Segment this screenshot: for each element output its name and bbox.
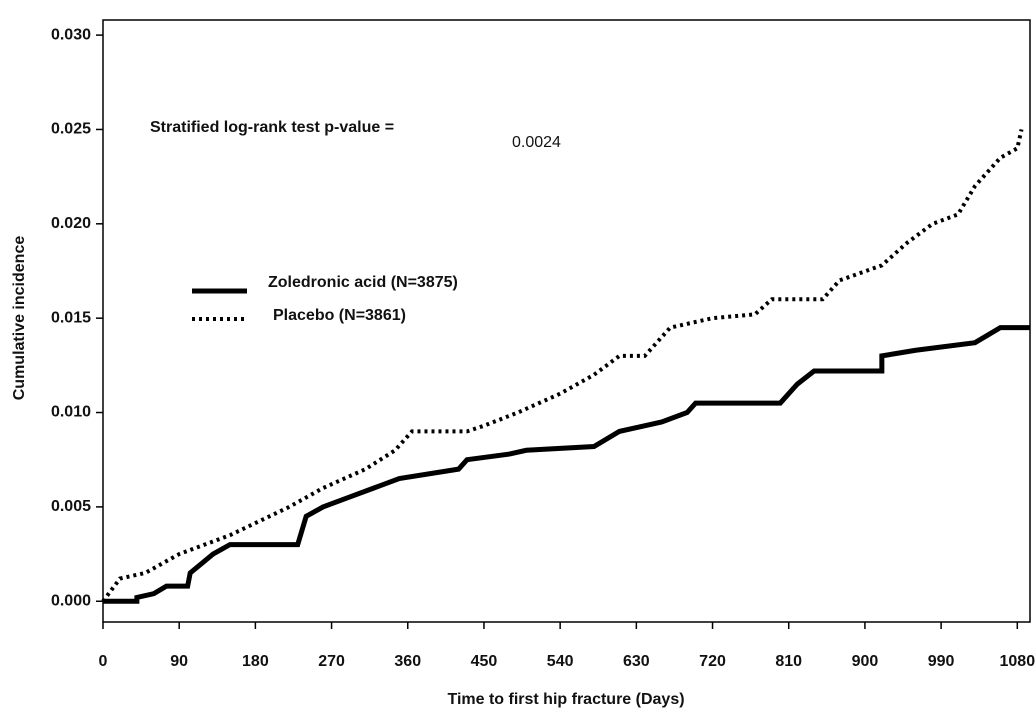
annotation: Stratified log-rank test p-value = bbox=[150, 119, 394, 136]
x-tick-label: 450 bbox=[471, 653, 498, 670]
x-tick-label: 990 bbox=[928, 653, 955, 670]
y-tick-label: 0.005 bbox=[51, 498, 91, 515]
legend-label: Zoledronic acid (N=3875) bbox=[268, 274, 458, 291]
plot-frame bbox=[102, 19, 1031, 623]
x-tick-label: 630 bbox=[623, 653, 650, 670]
y-axis-title: Cumulative incidence bbox=[11, 236, 28, 401]
x-axis-title: Time to first hip fracture (Days) bbox=[447, 691, 684, 708]
x-tick-label: 810 bbox=[775, 653, 802, 670]
x-tick-label: 90 bbox=[170, 653, 188, 670]
x-tick-label: 540 bbox=[547, 653, 574, 670]
x-tick-label: 900 bbox=[852, 653, 879, 670]
x-tick-label: 180 bbox=[242, 653, 269, 670]
y-tick-label: 0.010 bbox=[51, 404, 91, 421]
series-line bbox=[101, 129, 1024, 603]
y-tick-label: 0.000 bbox=[51, 592, 91, 609]
y-tick-label: 0.015 bbox=[51, 309, 91, 326]
p-value: 0.0024 bbox=[512, 134, 561, 151]
x-tick-label: 720 bbox=[699, 653, 726, 670]
y-tick-label: 0.025 bbox=[51, 121, 91, 138]
x-tick-label: 270 bbox=[318, 653, 345, 670]
y-tick-label: 0.030 bbox=[51, 26, 91, 43]
x-tick-label: 0 bbox=[99, 653, 108, 670]
y-tick-label: 0.020 bbox=[51, 215, 91, 232]
series-line bbox=[103, 325, 1030, 604]
x-tick-label: 360 bbox=[394, 653, 421, 670]
legend-label: Placebo (N=3861) bbox=[273, 307, 406, 324]
x-tick-label: 1080 bbox=[1000, 653, 1036, 670]
